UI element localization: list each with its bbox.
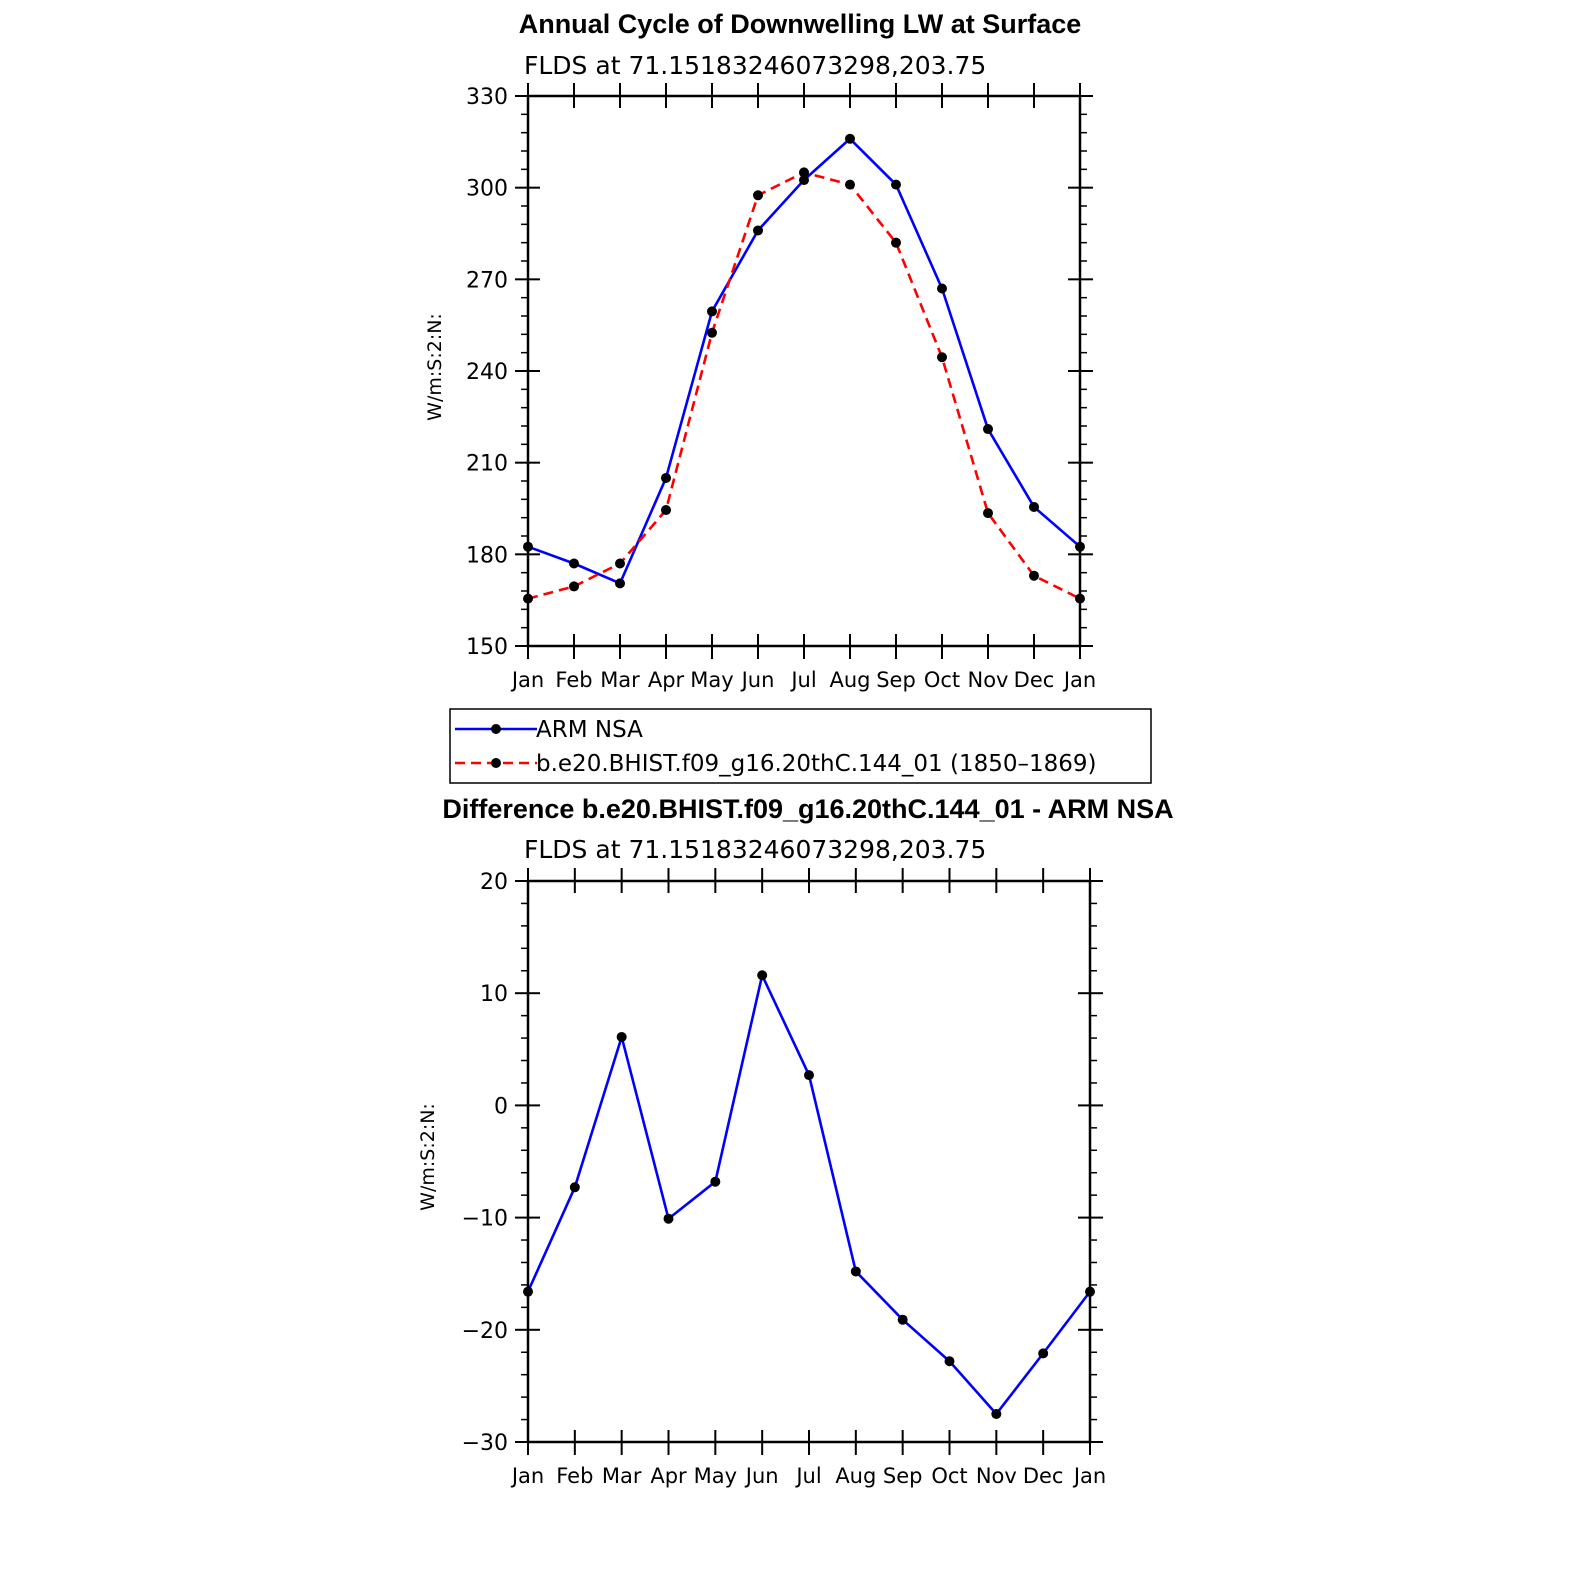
bottom-xtick-label: Dec bbox=[1023, 1464, 1064, 1488]
top-series-1-line bbox=[527, 171, 1081, 600]
top-xtick-label: Dec bbox=[1014, 668, 1055, 692]
top-xtick-label: Jun bbox=[740, 668, 775, 692]
bottom-ytick-label: −20 bbox=[462, 1319, 508, 1344]
top-chart-subtitle: FLDS at 71.15183246073298,203.75 bbox=[524, 51, 986, 80]
top-series-1-point bbox=[569, 581, 579, 592]
bottom-series-0-point bbox=[663, 1213, 674, 1224]
top-series-0-point bbox=[937, 283, 947, 294]
top-series-0-point bbox=[523, 541, 533, 552]
bottom-ytick-label: −30 bbox=[462, 1431, 508, 1456]
bottom-xtick-label: Jul bbox=[794, 1464, 821, 1488]
legend-label-model: b.e20.BHIST.f09_g16.20thC.144_01 (1850–1… bbox=[536, 751, 1097, 777]
bottom-series-0-point bbox=[804, 1070, 814, 1081]
bottom-series-0-point bbox=[944, 1356, 955, 1367]
bottom-chart-subtitle: FLDS at 71.15183246073298,203.75 bbox=[524, 835, 986, 864]
top-series-1-point bbox=[891, 237, 901, 248]
top-series-1-point bbox=[845, 179, 855, 190]
top-series-1-point bbox=[1075, 593, 1085, 604]
top-xtick-label: Oct bbox=[924, 668, 960, 692]
top-xtick-label: Sep bbox=[876, 668, 916, 692]
bottom-series-0-point bbox=[757, 970, 768, 981]
bottom-xtick-label: May bbox=[694, 1464, 737, 1488]
top-series-0-point bbox=[983, 424, 993, 435]
bottom-ytick-label: 20 bbox=[480, 870, 508, 895]
top-series-0-point bbox=[707, 306, 717, 317]
top-series-0-point bbox=[891, 179, 901, 190]
top-series-0-point bbox=[845, 133, 855, 144]
bottom-series-0-point bbox=[569, 1182, 580, 1193]
bottom-plot-area: −30 −20 −10 0 10 20 Jan Feb Mar Apr May Jun Jul Aug Se… bbox=[462, 868, 1106, 1488]
legend-marker-arm-nsa bbox=[491, 724, 501, 734]
top-xtick-label: Nov bbox=[968, 668, 1009, 692]
top-series-0-point bbox=[1029, 501, 1039, 512]
top-chart-title: Annual Cycle of Downwelling LW at Surfac… bbox=[519, 9, 1082, 39]
top-series-0-line bbox=[527, 137, 1081, 585]
top-series-1-point bbox=[753, 190, 763, 201]
top-xtick-label: Jan bbox=[510, 668, 544, 692]
bottom-series-0-point bbox=[1085, 1286, 1095, 1297]
legend-marker-model bbox=[491, 758, 501, 768]
bottom-chart-title: Difference b.e20.BHIST.f09_g16.20thC.144… bbox=[442, 794, 1173, 824]
top-xtick-label: Mar bbox=[600, 668, 640, 692]
legend-box bbox=[449, 708, 1152, 784]
top-xtick-label: Feb bbox=[555, 668, 592, 692]
top-ytick-label: 180 bbox=[466, 543, 508, 568]
legend-label-arm-nsa: ARM NSA bbox=[536, 717, 643, 743]
top-series-0-point bbox=[615, 578, 625, 589]
top-xtick-label: Jul bbox=[789, 668, 816, 692]
top-plot-area: 150 180 210 240 270 300 330 Jan Feb Mar Apr May Jun J… bbox=[466, 83, 1096, 692]
top-xtick-label: Aug bbox=[829, 668, 870, 692]
bottom-xtick-label: Oct bbox=[931, 1464, 967, 1488]
top-series-0-point bbox=[1075, 541, 1085, 552]
bottom-xtick-label: Jan bbox=[1072, 1464, 1106, 1488]
top-xtick-label: Apr bbox=[648, 668, 685, 692]
bottom-series-0-point bbox=[850, 1266, 861, 1277]
bottom-y-axis-label: W/m:S:2:N: bbox=[417, 1103, 439, 1211]
bottom-ytick-label: 0 bbox=[494, 1094, 508, 1119]
bottom-xtick-label: Jan bbox=[510, 1464, 544, 1488]
bottom-xtick-label: Sep bbox=[883, 1464, 923, 1488]
top-ytick-label: 150 bbox=[466, 635, 508, 660]
bottom-series-0-point bbox=[991, 1408, 1002, 1419]
top-series-0-point bbox=[569, 558, 579, 569]
top-ytick-label: 270 bbox=[466, 268, 508, 293]
top-xtick-label: May bbox=[690, 668, 733, 692]
top-series-1-point bbox=[799, 167, 809, 178]
top-ytick-label: 300 bbox=[466, 177, 508, 202]
bottom-xtick-label: Feb bbox=[556, 1464, 593, 1488]
bottom-series-0-point bbox=[523, 1286, 533, 1297]
bottom-xtick-label: Mar bbox=[602, 1464, 642, 1488]
top-ytick-label: 240 bbox=[466, 360, 508, 385]
bottom-series-0-point bbox=[616, 1031, 627, 1042]
bottom-series-0-point bbox=[1038, 1348, 1049, 1359]
top-series-1-point bbox=[937, 352, 947, 363]
top-series-0-point bbox=[799, 175, 809, 186]
bottom-series-0-point bbox=[897, 1314, 908, 1325]
top-series-1-point bbox=[983, 508, 993, 519]
top-series-0-point bbox=[661, 472, 671, 483]
top-series-1-point bbox=[523, 593, 533, 604]
top-ytick-label: 330 bbox=[466, 85, 508, 110]
top-ytick-label: 210 bbox=[466, 452, 508, 477]
top-y-axis-label: W/m:S:2:N: bbox=[424, 313, 446, 421]
top-series-1-point bbox=[615, 558, 625, 569]
top-series-1-point bbox=[1029, 570, 1039, 581]
bottom-xtick-label: Jun bbox=[744, 1464, 779, 1488]
legend: ARM NSA b.e20.BHIST.f09_g16.20thC.144_01… bbox=[449, 708, 1152, 784]
bottom-xtick-label: Apr bbox=[650, 1464, 687, 1488]
bottom-ytick-label: 10 bbox=[480, 982, 508, 1007]
bottom-ytick-label: −10 bbox=[462, 1207, 508, 1232]
top-series-0-point bbox=[753, 225, 763, 236]
bottom-series-0-point bbox=[710, 1176, 721, 1187]
top-series-1-point bbox=[707, 327, 717, 338]
bottom-xtick-label: Aug bbox=[835, 1464, 876, 1488]
bottom-plot-frame bbox=[526, 879, 1092, 1444]
top-xtick-label: Jan bbox=[1062, 668, 1096, 692]
top-series-1-point bbox=[661, 505, 671, 516]
bottom-xtick-label: Nov bbox=[976, 1464, 1017, 1488]
bottom-series-0-line bbox=[526, 973, 1092, 1416]
